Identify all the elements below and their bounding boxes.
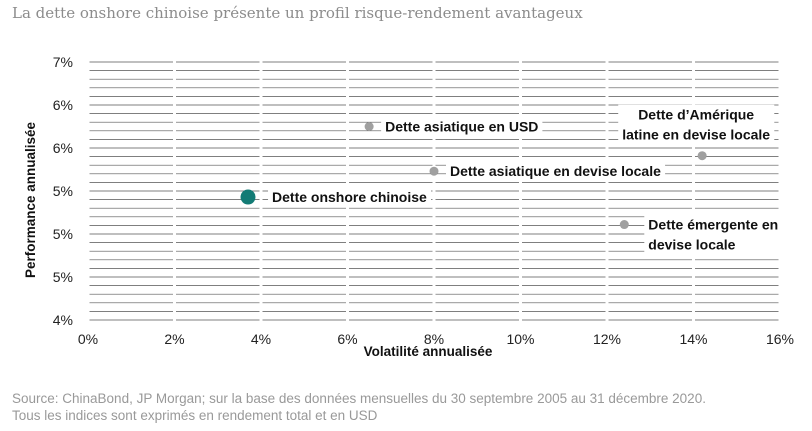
y-tick-label: 6% [53, 140, 73, 156]
source-line-1: Source: ChinaBond, JP Morgan; sur la bas… [12, 391, 706, 406]
grid-gap [519, 60, 522, 322]
x-tick-label: 12% [593, 331, 621, 347]
x-axis-title: Volatilité annualisée [364, 344, 493, 359]
point-label-background [446, 161, 666, 182]
grid-gap [86, 60, 90, 322]
grid-gap [605, 60, 609, 322]
grid-gap [778, 60, 782, 322]
data-point [697, 151, 707, 161]
y-axis-ticks: 4% 5% 5% 5% 6% 6% 7% [53, 54, 73, 328]
gridlines [86, 60, 782, 322]
grid-gap [692, 60, 695, 322]
y-tick-label: 7% [53, 54, 73, 70]
point-label-background [644, 214, 783, 255]
x-tick-label: 8% [424, 331, 444, 347]
x-tick-label: 0% [78, 331, 98, 347]
source-note: Source: ChinaBond, JP Morgan; sur la bas… [12, 390, 802, 424]
x-tick-label: 10% [506, 331, 534, 347]
y-tick-label: 5% [53, 183, 73, 199]
y-tick-label: 6% [53, 97, 73, 113]
point-label-background [618, 104, 775, 145]
source-line-2: Tous les indices sont exprimés en rendem… [12, 408, 378, 423]
data-point [429, 166, 439, 176]
highlight-point [240, 189, 256, 205]
x-axis-ticks: 0% 2% 4% 6% 8% 10% 12% 14% 16% [78, 331, 794, 347]
point-label: Dette asiatique en USD [385, 119, 538, 135]
y-tick-label: 5% [53, 269, 73, 285]
grid-gap [259, 60, 263, 322]
y-axis-title: Performance annualisée [23, 121, 38, 278]
point-label: Dette onshore chinoise [272, 189, 427, 205]
point-label: Dette asiatique en devise locale [450, 163, 661, 179]
x-tick-label: 6% [337, 331, 357, 347]
x-tick-label: 2% [164, 331, 184, 347]
x-tick-label: 4% [251, 331, 271, 347]
grid-gap [173, 60, 176, 322]
point-label-background [268, 187, 432, 208]
point-label-background [381, 116, 543, 137]
y-tick-label: 5% [53, 226, 73, 242]
data-point [619, 220, 629, 230]
x-tick-label: 14% [679, 331, 707, 347]
x-tick-label: 16% [766, 331, 794, 347]
point-label: Dette émergente en devise locale [648, 217, 778, 253]
chart-title: La dette onshore chinoise présente un pr… [12, 4, 583, 22]
data-points: Dette onshore chinoise Dette asiatique en… [240, 104, 783, 255]
point-label: Dette d’Amérique latine en devise locale [622, 107, 770, 143]
y-tick-label: 4% [53, 312, 73, 328]
data-point [364, 122, 374, 131]
grid-gap [432, 60, 436, 322]
